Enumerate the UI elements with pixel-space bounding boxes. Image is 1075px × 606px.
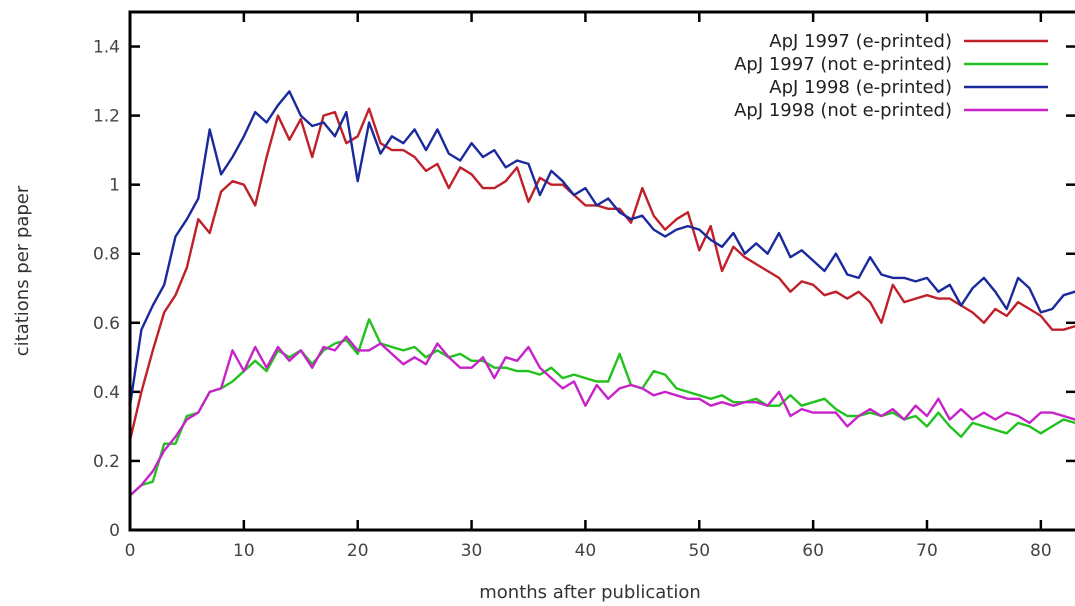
y-axis-label: citations per paper [12,185,33,356]
x-tick-label: 40 [575,541,597,561]
x-tick-label: 60 [802,541,824,561]
x-tick-label: 70 [916,541,938,561]
series-lines [130,90,1075,497]
x-tick-label: 20 [347,541,369,561]
legend-label: ApJ 1998 (e-printed) [769,77,952,98]
series-line-1 [130,107,1075,442]
y-tick-label: 1.2 [93,107,120,127]
x-axis-label: months after publication [479,582,701,603]
x-tick-label: 80 [1030,541,1052,561]
y-axis-ticks: 0 0.2 0.4 0.6 0.8 1 1.2 1.4 [93,38,1075,541]
series-line-4 [130,335,1075,497]
y-tick-label: 0.2 [93,452,120,472]
x-tick-label: 30 [461,541,483,561]
y-tick-label: 0 [109,521,120,541]
legend-label: ApJ 1998 (not e-printed) [734,100,952,121]
y-tick-label: 1 [109,176,120,196]
series-line-3 [130,90,1075,407]
y-tick-label: 1.4 [93,38,120,58]
plot-frame [128,10,1075,532]
x-tick-label: 0 [125,541,136,561]
legend: ApJ 1997 (e-printed)ApJ 1997 (not e-prin… [734,31,1048,121]
x-tick-label: 50 [688,541,710,561]
legend-label: ApJ 1997 (not e-printed) [734,54,952,75]
y-tick-label: 0.8 [93,245,120,265]
x-axis-ticks: 0 10 20 30 40 50 60 70 80 [125,12,1052,561]
y-tick-label: 0.4 [93,383,120,403]
y-tick-label: 0.6 [93,314,120,334]
series-line-2 [130,318,1075,497]
legend-label: ApJ 1997 (e-printed) [769,31,952,52]
x-tick-label: 10 [233,541,255,561]
